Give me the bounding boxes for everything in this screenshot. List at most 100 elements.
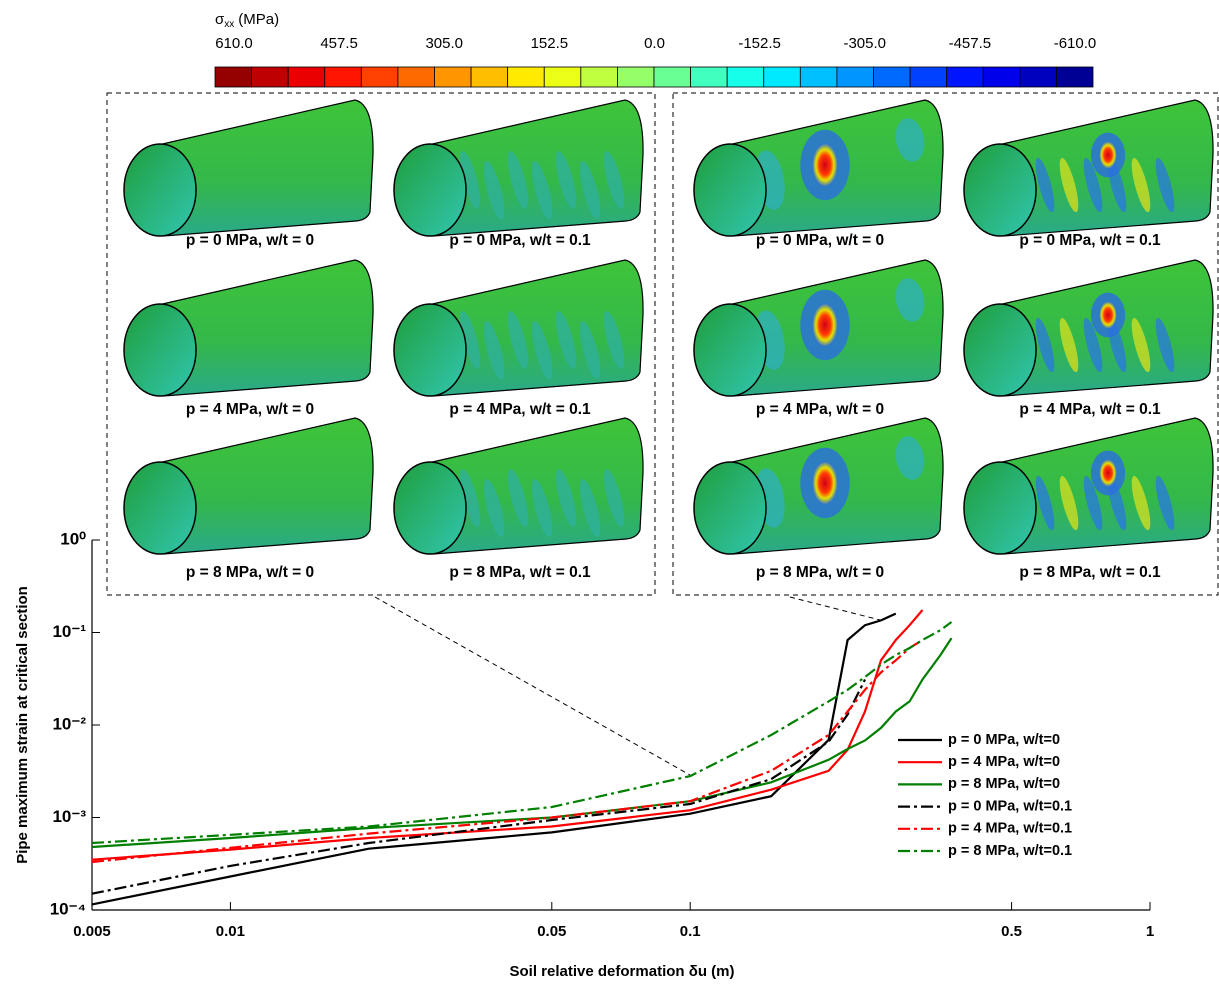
colorbar-tick-label: -305.0	[843, 35, 886, 52]
pipe-end	[123, 461, 197, 555]
connector	[374, 596, 691, 776]
pipe-pattern	[459, 468, 625, 538]
x-tick-label: 0.5	[1001, 923, 1022, 940]
colorbar-cell	[617, 66, 655, 88]
stress-band	[603, 310, 625, 370]
pipe-end	[963, 461, 1037, 555]
stress-band	[579, 160, 601, 220]
pipe	[393, 417, 644, 555]
stress-band	[895, 436, 925, 480]
inset-caption: p = 4 MPa, w/t = 0.1	[1019, 401, 1161, 418]
stress-band	[555, 310, 577, 370]
x-tick-label: 0.05	[537, 923, 566, 940]
legend-label: p = 8 MPa, w/t=0	[948, 776, 1060, 792]
inset-caption: p = 0 MPa, w/t = 0.1	[1019, 232, 1161, 249]
y-tick-label: 10⁻⁴	[50, 899, 86, 918]
x-tick-label: 0.01	[216, 923, 245, 940]
stress-band	[531, 478, 553, 538]
pipe-end	[963, 143, 1037, 237]
colorbar-tick-label: 152.5	[531, 35, 569, 52]
stress-band	[555, 150, 577, 210]
pipe	[123, 417, 374, 555]
stress-band	[1155, 317, 1175, 373]
colorbar-tick-label: 610.0	[215, 35, 253, 52]
pipe-pattern	[459, 150, 625, 220]
colorbar-cell	[543, 66, 582, 88]
series-line	[91, 639, 924, 864]
inset-caption: p = 4 MPa, w/t = 0	[756, 401, 884, 418]
stress-band	[603, 150, 625, 210]
stress-band	[1131, 475, 1151, 531]
stress-band	[579, 320, 601, 380]
colorbar-tick-label: 305.0	[425, 35, 463, 52]
stress-band	[483, 478, 505, 538]
connector	[789, 596, 881, 621]
stress-band	[1035, 317, 1055, 373]
inset-caption: p = 8 MPa, w/t = 0.1	[1019, 564, 1161, 581]
stress-band	[1059, 157, 1079, 213]
stress-band	[531, 160, 553, 220]
stress-spot	[1099, 301, 1117, 329]
colorbar-tick-label: -457.5	[949, 35, 992, 52]
series-line	[91, 679, 866, 895]
stress-band	[1155, 157, 1175, 213]
pipe-end	[393, 461, 467, 555]
stress-band	[459, 310, 481, 370]
y-axis-label: Pipe maximum strain at critical section	[14, 586, 31, 864]
series-line	[91, 612, 897, 906]
x-tick-label: 1	[1146, 923, 1154, 940]
y-tick-label: 10⁻²	[52, 714, 86, 733]
stress-band	[507, 150, 529, 210]
x-axis-label: Soil relative deformation δu (m)	[510, 963, 735, 980]
colorbar-cell	[470, 66, 509, 88]
colorbar-tick-label: 457.5	[320, 35, 358, 52]
pipe	[393, 259, 644, 397]
stress-spot	[1099, 459, 1117, 487]
legend-label: p = 4 MPa, w/t=0	[948, 754, 1060, 770]
pipe-body	[157, 417, 374, 555]
colorbar-subscript: xx	[224, 19, 234, 30]
pipe-pattern	[1035, 450, 1175, 531]
stress-band	[459, 150, 481, 210]
pipe	[693, 99, 944, 237]
stress-band	[1083, 157, 1103, 213]
colorbar-cell	[507, 66, 545, 88]
stress-band	[1083, 317, 1103, 373]
colorbar-cell	[1056, 66, 1094, 88]
pipe-body	[157, 99, 374, 237]
stress-band	[1035, 157, 1055, 213]
stress-spot	[812, 143, 838, 187]
legend-label: p = 8 MPa, w/t=0.1	[948, 843, 1072, 859]
colorbar-tick-label: 0.0	[644, 35, 665, 52]
y-tick-label: 10⁰	[60, 529, 86, 548]
colorbar-tick-label: -152.5	[738, 35, 781, 52]
pipe-end	[693, 461, 767, 555]
colorbar-cell	[909, 66, 948, 88]
series-line	[91, 621, 953, 845]
stress-band	[531, 320, 553, 380]
x-tick-label: 0.1	[680, 923, 701, 940]
stress-band	[579, 478, 601, 538]
stress-band	[895, 278, 925, 322]
pipe	[693, 417, 944, 555]
inset-caption: p = 4 MPa, w/t = 0	[186, 401, 314, 418]
pipe-pattern	[1035, 132, 1175, 213]
pipe	[693, 259, 944, 397]
colorbar-symbol: σ	[215, 11, 225, 28]
stress-band	[483, 320, 505, 380]
colorbar-cell	[1019, 66, 1057, 88]
colorbar-cell	[836, 66, 874, 88]
colorbar-cell	[763, 66, 801, 88]
pipe	[963, 99, 1214, 237]
pipe-end	[123, 303, 197, 397]
stress-band	[507, 310, 529, 370]
pipe-end	[693, 143, 767, 237]
legend-label: p = 0 MPa, w/t=0.1	[948, 798, 1072, 814]
stress-band	[459, 468, 481, 528]
pipe	[963, 259, 1214, 397]
y-tick-label: 10⁻³	[52, 807, 86, 826]
colorbar-tick-label: -610.0	[1054, 35, 1097, 52]
stress-band	[1131, 157, 1151, 213]
pipe	[393, 99, 644, 237]
